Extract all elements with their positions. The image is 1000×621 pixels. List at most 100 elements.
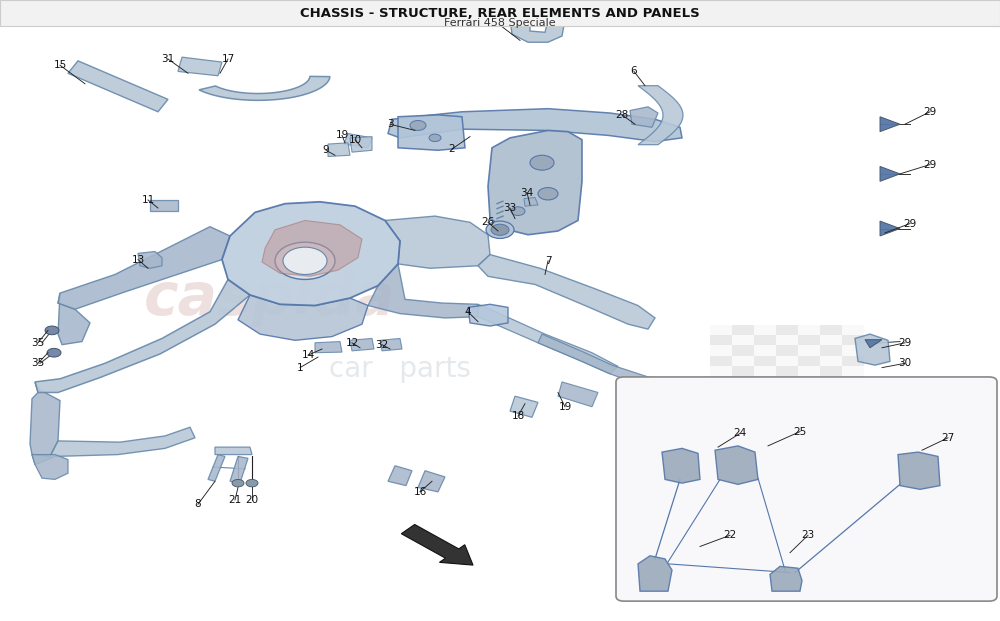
Bar xyxy=(820,366,842,376)
Text: 32: 32 xyxy=(375,340,389,350)
Circle shape xyxy=(429,134,441,142)
Text: 12: 12 xyxy=(345,338,359,348)
Text: 27: 27 xyxy=(941,433,955,443)
Polygon shape xyxy=(478,255,655,329)
Text: 35: 35 xyxy=(31,338,45,348)
Polygon shape xyxy=(68,61,168,112)
Bar xyxy=(710,345,732,355)
Bar xyxy=(820,376,842,386)
Bar xyxy=(798,325,820,335)
Text: 19: 19 xyxy=(335,130,349,140)
Polygon shape xyxy=(380,338,402,351)
Text: 29: 29 xyxy=(903,219,917,229)
Polygon shape xyxy=(855,334,890,365)
Bar xyxy=(820,325,842,335)
Bar xyxy=(0,0,1000,26)
Circle shape xyxy=(45,326,59,335)
Text: 5: 5 xyxy=(495,19,501,29)
FancyArrow shape xyxy=(401,525,473,565)
Polygon shape xyxy=(150,200,178,211)
Text: 30: 30 xyxy=(898,358,912,368)
Text: 29: 29 xyxy=(923,107,937,117)
Bar xyxy=(776,355,798,366)
Circle shape xyxy=(246,479,258,487)
Bar xyxy=(732,366,754,376)
Text: 29: 29 xyxy=(898,338,912,348)
Polygon shape xyxy=(368,264,478,318)
Text: 7: 7 xyxy=(545,256,551,266)
Bar xyxy=(798,345,820,355)
Text: Ferrari 458 Speciale: Ferrari 458 Speciale xyxy=(444,18,556,28)
Circle shape xyxy=(410,120,426,130)
Circle shape xyxy=(232,479,244,487)
Text: 17: 17 xyxy=(221,54,235,64)
Polygon shape xyxy=(715,446,758,484)
Text: 29: 29 xyxy=(923,160,937,170)
Bar xyxy=(842,335,864,345)
Polygon shape xyxy=(344,134,372,148)
Text: caspida: caspida xyxy=(144,270,396,327)
Bar xyxy=(798,376,820,386)
Polygon shape xyxy=(510,396,538,417)
Text: 22: 22 xyxy=(723,530,737,540)
Bar xyxy=(776,366,798,376)
Text: 9: 9 xyxy=(323,145,329,155)
Text: 18: 18 xyxy=(511,411,525,421)
Polygon shape xyxy=(328,143,350,156)
Text: 4: 4 xyxy=(465,307,471,317)
Text: 14: 14 xyxy=(301,350,315,360)
Text: 25: 25 xyxy=(793,427,807,437)
Polygon shape xyxy=(350,338,374,351)
Bar xyxy=(754,366,776,376)
Circle shape xyxy=(491,224,509,235)
Bar xyxy=(732,325,754,335)
Text: 28: 28 xyxy=(615,110,629,120)
FancyBboxPatch shape xyxy=(616,377,997,601)
Bar xyxy=(754,325,776,335)
Text: 16: 16 xyxy=(413,487,427,497)
Polygon shape xyxy=(468,304,508,326)
Circle shape xyxy=(538,188,558,200)
Circle shape xyxy=(283,247,327,274)
Bar xyxy=(754,345,776,355)
Text: 26: 26 xyxy=(481,217,495,227)
Polygon shape xyxy=(138,252,162,268)
Bar xyxy=(798,335,820,345)
Polygon shape xyxy=(58,293,90,345)
Bar xyxy=(710,366,732,376)
Bar xyxy=(820,355,842,366)
Polygon shape xyxy=(350,137,372,152)
Bar xyxy=(776,376,798,386)
Bar xyxy=(842,345,864,355)
Text: 24: 24 xyxy=(733,428,747,438)
Text: 3: 3 xyxy=(387,119,393,129)
Polygon shape xyxy=(510,16,565,42)
Polygon shape xyxy=(315,342,342,353)
Polygon shape xyxy=(388,109,682,142)
Circle shape xyxy=(47,348,61,357)
Text: 35: 35 xyxy=(31,358,45,368)
Bar xyxy=(710,355,732,366)
Bar xyxy=(754,376,776,386)
Bar xyxy=(754,355,776,366)
Polygon shape xyxy=(880,221,900,236)
Bar xyxy=(842,376,864,386)
Bar xyxy=(798,355,820,366)
Bar xyxy=(710,376,732,386)
Text: car   parts: car parts xyxy=(329,355,471,384)
Polygon shape xyxy=(178,57,222,76)
Text: 2: 2 xyxy=(449,144,455,154)
Circle shape xyxy=(511,207,525,215)
Text: 31: 31 xyxy=(161,54,175,64)
Bar xyxy=(732,335,754,345)
Polygon shape xyxy=(478,304,618,374)
Text: 34: 34 xyxy=(520,188,534,197)
Polygon shape xyxy=(558,382,598,407)
Polygon shape xyxy=(880,166,900,181)
Bar xyxy=(820,335,842,345)
Polygon shape xyxy=(238,295,368,340)
Bar xyxy=(710,335,732,345)
Polygon shape xyxy=(770,566,802,591)
Text: 33: 33 xyxy=(503,203,517,213)
Polygon shape xyxy=(35,279,250,392)
